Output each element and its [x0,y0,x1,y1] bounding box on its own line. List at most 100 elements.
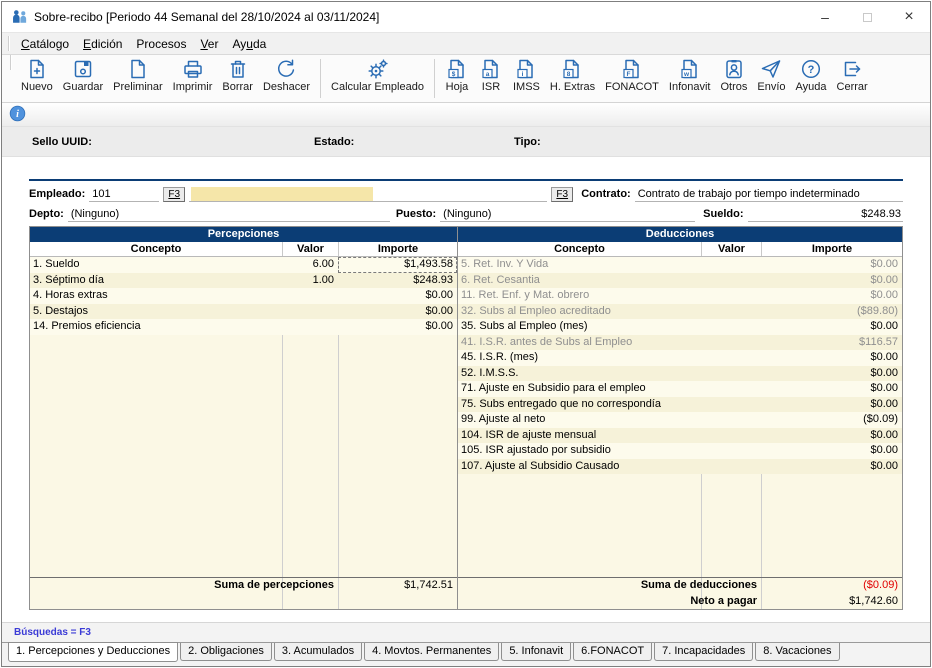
concepto-cell[interactable]: 105. ISR ajustado por subsidio [458,443,701,459]
importe-cell[interactable]: $0.00 [761,273,902,289]
table-row[interactable]: 32. Subs al Empleo acreditado($89.80) [458,304,902,320]
toolbar-button-cerrar[interactable]: Cerrar [832,55,873,102]
concepto-cell[interactable]: 41. I.S.R. antes de Subs al Empleo [458,335,701,351]
toolbar-button-hoja[interactable]: $Hoja [440,55,474,102]
menu-item-procesos[interactable]: Procesos [129,35,193,53]
table-row[interactable]: 71. Ajuste en Subsidio para el empleo $0.… [458,381,902,397]
employee-name-input[interactable] [189,187,547,202]
toolbar-button-ayuda[interactable]: ?Ayuda [791,55,832,102]
valor-cell[interactable] [701,288,761,304]
column-header[interactable]: Concepto [30,242,282,256]
puesto-value[interactable]: (Ninguno) [440,207,695,222]
menu-item-edicion[interactable]: Edición [76,35,129,53]
toolbar-button-otros[interactable]: Otros [715,55,752,102]
valor-cell[interactable] [701,273,761,289]
employee-search-f3-button[interactable]: F3 [163,187,185,202]
tab-8-vacaciones[interactable]: 8. Vacaciones [755,643,839,661]
table-row[interactable]: 3. Séptimo día1.00$248.93 [30,273,457,289]
importe-cell[interactable]: $0.00 [761,443,902,459]
tab-6-fonacot[interactable]: 6.FONACOT [573,643,652,661]
importe-cell[interactable]: ($89.80) [761,304,902,320]
importe-cell[interactable]: $0.00 [761,428,902,444]
concepto-cell[interactable]: 3. Séptimo día [30,273,282,289]
valor-cell[interactable] [701,335,761,351]
info-icon[interactable]: i [9,105,26,125]
table-row[interactable]: 99. Ajuste al neto($0.09) [458,412,902,428]
table-row[interactable]: 35. Subs al Empleo (mes)$0.00 [458,319,902,335]
tab-4-movtos-permanentes[interactable]: 4. Movtos. Permanentes [364,643,499,661]
importe-cell[interactable]: $0.00 [761,459,902,475]
table-row[interactable]: 107. Ajuste al Subsidio Causado$0.00 [458,459,902,475]
toolbar-button-envio[interactable]: Envío [752,55,790,102]
importe-cell[interactable]: $116.57 [761,335,902,351]
importe-cell[interactable]: $1,493.58 [338,257,457,273]
column-header[interactable]: Importe [761,242,902,256]
importe-cell[interactable]: $0.00 [761,288,902,304]
valor-cell[interactable] [282,304,338,320]
valor-cell[interactable] [701,397,761,413]
concepto-cell[interactable]: 52. I.M.S.S. [458,366,701,382]
contract-search-f3-button[interactable]: F3 [551,187,573,202]
concepto-cell[interactable]: 71. Ajuste en Subsidio para el empleo [458,381,701,397]
concepto-cell[interactable]: 14. Premios eficiencia [30,319,282,335]
table-row[interactable]: 52. I.M.S.S.$0.00 [458,366,902,382]
dept-value[interactable]: (Ninguno) [68,207,390,222]
table-row[interactable]: 1. Sueldo6.00$1,493.58 [30,257,457,273]
concepto-cell[interactable]: 5. Ret. Inv. Y Vida [458,257,701,273]
tab-5-infonavit[interactable]: 5. Infonavit [501,643,571,661]
importe-cell[interactable]: $0.00 [761,257,902,273]
concepto-cell[interactable]: 1. Sueldo [30,257,282,273]
table-row[interactable]: 75. Subs entregado que no correspondía $0… [458,397,902,413]
menu-item-ver[interactable]: Ver [193,35,225,53]
toolbar-button-preliminar[interactable]: Preliminar [108,55,168,102]
importe-cell[interactable]: $0.00 [761,397,902,413]
valor-cell[interactable] [701,428,761,444]
toolbar-button-imss[interactable]: iIMSS [508,55,545,102]
valor-cell[interactable] [701,304,761,320]
menu-item-catalogo[interactable]: Catálogo [14,35,76,53]
toolbar-button-infonavit[interactable]: wInfonavit [664,55,716,102]
table-row[interactable]: 5. Ret. Inv. Y Vida $0.00 [458,257,902,273]
valor-cell[interactable] [701,319,761,335]
column-header[interactable]: Valor [282,242,338,256]
close-button[interactable]: × [888,2,930,32]
table-row[interactable]: 5. Destajos$0.00 [30,304,457,320]
toolbar-button-isr[interactable]: aISR [474,55,508,102]
column-header[interactable]: Concepto [458,242,701,256]
concepto-cell[interactable]: 5. Destajos [30,304,282,320]
tab-2-obligaciones[interactable]: 2. Obligaciones [180,643,272,661]
table-row[interactable]: 105. ISR ajustado por subsidio $0.00 [458,443,902,459]
toolbar-button-fonacot[interactable]: FFONACOT [600,55,664,102]
valor-cell[interactable] [701,381,761,397]
table-row[interactable]: 104. ISR de ajuste mensual $0.00 [458,428,902,444]
importe-cell[interactable]: $0.00 [761,350,902,366]
importe-cell[interactable]: $0.00 [761,319,902,335]
valor-cell[interactable] [701,366,761,382]
concepto-cell[interactable]: 11. Ret. Enf. y Mat. obrero [458,288,701,304]
toolbar-button-borrar[interactable]: Borrar [217,55,258,102]
valor-cell[interactable] [701,412,761,428]
minimize-button[interactable]: – [804,2,846,32]
column-header[interactable]: Importe [338,242,457,256]
importe-cell[interactable]: $248.93 [338,273,457,289]
tab-7-incapacidades[interactable]: 7. Incapacidades [654,643,753,661]
concepto-cell[interactable]: 104. ISR de ajuste mensual [458,428,701,444]
table-row[interactable]: 11. Ret. Enf. y Mat. obrero $0.00 [458,288,902,304]
toolbar-button-deshacer[interactable]: Deshacer [258,55,315,102]
employee-number-input[interactable]: 101 [89,187,159,202]
valor-cell[interactable]: 1.00 [282,273,338,289]
valor-cell[interactable] [701,459,761,475]
table-row[interactable]: 14. Premios eficiencia$0.00 [30,319,457,335]
contract-value[interactable]: Contrato de trabajo por tiempo indetermi… [635,187,903,202]
concepto-cell[interactable]: 4. Horas extras [30,288,282,304]
maximize-button[interactable] [846,2,888,32]
toolbar-button-h-extras[interactable]: 8H. Extras [545,55,600,102]
concepto-cell[interactable]: 45. I.S.R. (mes) [458,350,701,366]
valor-cell[interactable] [701,350,761,366]
concepto-cell[interactable]: 75. Subs entregado que no correspondía [458,397,701,413]
valor-cell[interactable] [701,257,761,273]
importe-cell[interactable]: $0.00 [761,381,902,397]
toolbar-button-calcular-empleado[interactable]: Calcular Empleado [326,55,429,102]
toolbar-button-guardar[interactable]: Guardar [58,55,108,102]
valor-cell[interactable] [282,319,338,335]
